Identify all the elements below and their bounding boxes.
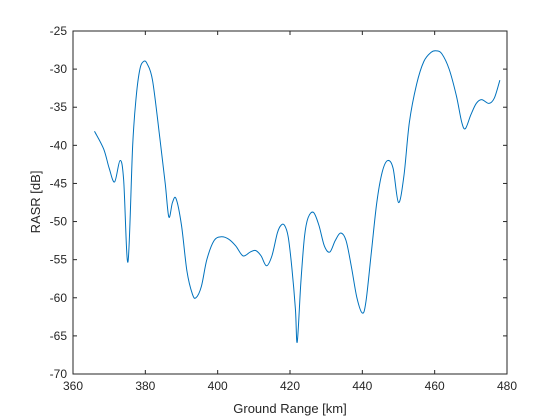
y-tick-label: -55	[50, 253, 68, 267]
y-tick-label: -50	[50, 215, 68, 229]
y-axis-label: RASR [dB]	[28, 171, 43, 234]
y-tick-label: -70	[50, 367, 68, 381]
y-tick-label: -65	[50, 329, 68, 343]
x-tick-label: 380	[135, 379, 155, 393]
series-line	[94, 50, 501, 343]
y-tick-label: -25	[50, 24, 68, 38]
x-tick-label: 460	[425, 379, 445, 393]
y-tick-label: -30	[50, 62, 68, 76]
plot-frame	[72, 30, 508, 375]
plot-area	[73, 31, 507, 374]
x-tick-label: 480	[497, 379, 517, 393]
x-tick-label: 440	[352, 379, 372, 393]
y-tick-label: -40	[50, 138, 68, 152]
y-tick-label: -60	[50, 291, 68, 305]
x-axis-label: Ground Range [km]	[233, 401, 346, 416]
y-tick-label: -35	[50, 100, 68, 114]
x-tick-label: 400	[208, 379, 228, 393]
x-tick-label: 360	[63, 379, 83, 393]
y-tick-label: -45	[50, 176, 68, 190]
x-tick-label: 420	[280, 379, 300, 393]
